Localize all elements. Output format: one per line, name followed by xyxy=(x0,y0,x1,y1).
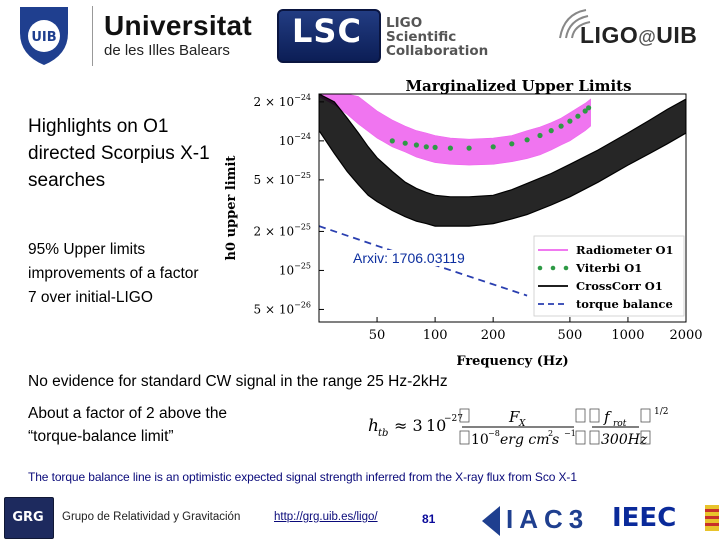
viterbi-point xyxy=(575,113,581,119)
formula-den1-exp: −8 xyxy=(488,429,500,438)
arxiv-reference: Arxiv: 1706.03119 xyxy=(352,250,466,266)
ieec-logo: IEEC xyxy=(612,503,677,533)
y-tick-label: 10−24 xyxy=(279,132,311,148)
viterbi-point xyxy=(402,140,408,146)
grg-logo xyxy=(4,497,54,539)
y-axis-label: h0 upper limit xyxy=(224,156,239,261)
iac3-logo: IAC3 xyxy=(506,504,590,534)
grg-logo-text: GRG xyxy=(12,510,44,525)
viterbi-point xyxy=(548,128,554,134)
formula-den1-sexp: −1 xyxy=(564,429,576,438)
y-tick-label: 2 × 10−24 xyxy=(254,93,311,109)
university-subtitle: de les Illes Balears xyxy=(104,42,230,59)
upper-limits-chart: Marginalized Upper Limits 2 × 10−24 10−24 5… xyxy=(224,77,703,369)
formula-num1-sub: X xyxy=(518,419,526,429)
viterbi-point xyxy=(423,144,429,150)
formula-num2-sub: rot xyxy=(613,419,627,429)
no-evidence-text: No evidence for standard CW signal in th… xyxy=(28,373,448,390)
chart-title: Marginalized Upper Limits xyxy=(405,77,631,95)
legend-label: torque balance xyxy=(576,297,673,311)
x-tick-label: 100 xyxy=(423,328,448,343)
ligo-line-1: LIGO xyxy=(386,15,423,31)
lsc-logo xyxy=(277,9,381,63)
university-name: Universitat xyxy=(104,10,253,41)
footnote: The torque balance line is an optimistic… xyxy=(28,470,577,484)
ligo-arcs-icon xyxy=(559,9,591,39)
page-number: 81 xyxy=(422,512,436,526)
legend-label: CrossCorr O1 xyxy=(576,279,663,293)
formula-den1-rest: erg cm xyxy=(500,432,550,448)
viterbi-point xyxy=(509,141,515,147)
formula-den1-sq: 2 xyxy=(548,429,553,438)
viterbi-point xyxy=(582,108,588,114)
x-tick-label: 2000 xyxy=(669,328,702,343)
ligo-uib-at: @ xyxy=(638,27,657,47)
radiometer-band xyxy=(319,94,591,166)
ieec-flag-icon xyxy=(705,505,719,531)
viterbi-point xyxy=(447,145,453,151)
y-tick-label: 10−25 xyxy=(279,261,311,277)
formula-lhs-sub: tb xyxy=(378,428,388,439)
ligo-uib-right: UIB xyxy=(656,22,698,48)
legend-marker xyxy=(563,265,569,271)
formula-den1: 10 xyxy=(471,432,489,448)
formula-den2: 300Hz xyxy=(601,432,648,448)
formula-num2: f xyxy=(603,408,612,426)
svg-text:10: 10 xyxy=(426,416,446,435)
torque-balance-text: About a factor of 2 above the “torque-ba… xyxy=(28,405,228,445)
legend-marker xyxy=(537,265,543,271)
header-divider xyxy=(92,6,93,66)
ligo-line-3: Collaboration xyxy=(386,43,489,59)
viterbi-point xyxy=(586,105,592,111)
viterbi-point xyxy=(389,138,395,144)
x-tick-label: 1000 xyxy=(611,328,644,343)
viterbi-point xyxy=(413,142,419,148)
upper-limits-text: 95% Upper limits improvements of a facto… xyxy=(28,241,199,306)
viterbi-point xyxy=(567,118,573,124)
formula-num1: F xyxy=(508,408,520,426)
plot-frame xyxy=(318,93,687,323)
formula-coef-exp: −27 xyxy=(444,414,463,424)
uib-logo: UIB xyxy=(20,7,68,65)
formula-lhs: h xyxy=(368,416,379,436)
x-tick-label: 50 xyxy=(369,328,386,343)
formula-den1-s: s xyxy=(552,432,559,448)
iac3-chevron-icon xyxy=(482,506,500,536)
y-tick-label: 5 × 10−26 xyxy=(254,300,311,316)
x-axis-label: Frequency (Hz) xyxy=(456,354,568,369)
viterbi-point xyxy=(537,132,543,139)
legend-label: Viterbi O1 xyxy=(575,261,642,275)
uib-badge: UIB xyxy=(31,30,56,45)
y-tick-label: 5 × 10−25 xyxy=(254,171,311,187)
y-tick-label: 2 × 10−25 xyxy=(254,222,311,238)
group-name: Grupo de Relatividad y Gravitación xyxy=(62,511,241,523)
formula-approx: ≈ 3 xyxy=(394,416,423,435)
group-link[interactable]: http://grg.uib.es/ligo/ xyxy=(274,511,378,523)
viterbi-point xyxy=(490,144,496,150)
highlights-heading: Highlights on O1 directed Scorpius X-1 s… xyxy=(28,116,210,191)
legend-label: Radiometer O1 xyxy=(576,243,674,257)
crosscorr-band xyxy=(319,94,686,227)
x-tick-label: 200 xyxy=(481,328,506,343)
x-tick-label: 500 xyxy=(557,328,582,343)
lsc-logo-text: LSC xyxy=(292,12,362,50)
viterbi-point xyxy=(432,144,438,150)
viterbi-point xyxy=(524,137,530,143)
formula-outer-exp: 1/2 xyxy=(654,407,668,417)
viterbi-point xyxy=(466,145,472,151)
ligo-uib-logo: LIGO@UIB xyxy=(580,22,697,49)
ligo-uib-left: LIGO xyxy=(580,22,639,48)
torque-balance-formula: h tb ≈ 3 10 −27 F X 10 −8 erg cm 2 s −1 … xyxy=(368,407,668,448)
ligo-collaboration-text: LIGO Scientific Collaboration xyxy=(386,16,488,58)
viterbi-point xyxy=(558,123,564,129)
legend-marker xyxy=(550,265,556,271)
ligo-line-2: Scientific xyxy=(386,29,457,45)
